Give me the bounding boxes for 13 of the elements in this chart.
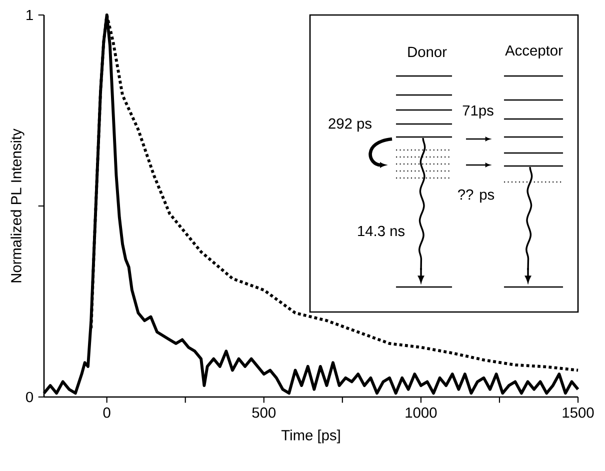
annotation: 14.3 ns [358,226,405,236]
x-axis-title: Time [ps] [281,430,340,444]
x-tick-label: 0 [103,407,110,418]
y-axis-title: Normalized PL Intensity [10,128,24,282]
x-tick-label: 500 [252,407,276,418]
annotation: 71ps [462,105,494,119]
annotation: 292 ps [328,118,372,132]
x-tick-label: 1500 [562,407,594,418]
annotation: ?? ps [458,189,494,203]
x-tick-label: 1000 [406,407,437,418]
y-tick-label: 1 [26,10,33,20]
annotation: Donor [408,46,447,58]
annotation: Acceptor [505,45,563,59]
